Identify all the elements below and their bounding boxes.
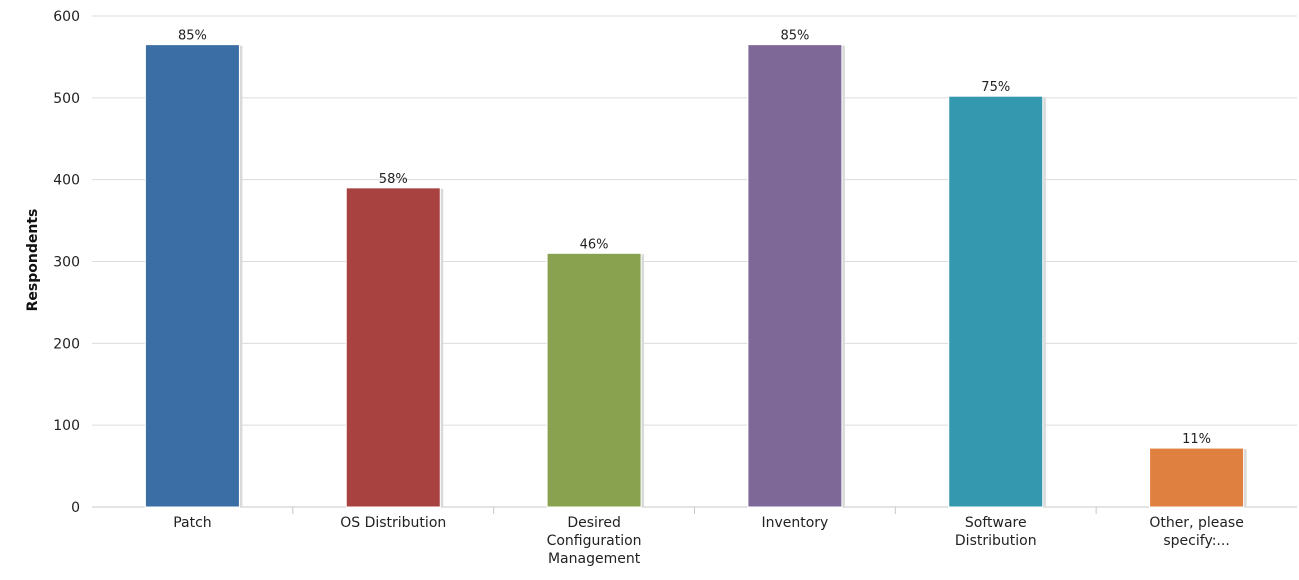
bar: [144, 44, 240, 508]
bar: [345, 187, 441, 508]
x-category-label-line: Software: [965, 515, 1027, 531]
y-tick-label: 500: [53, 91, 80, 107]
grid-lines: [92, 15, 1297, 508]
bar: [948, 95, 1044, 508]
x-category-label-line: Management: [548, 551, 641, 567]
x-category-label: Patch: [173, 515, 211, 531]
x-category-label: Software Distribution: [955, 515, 1037, 549]
data-label: 46%: [580, 237, 609, 252]
x-category-label-line: Patch: [173, 515, 211, 531]
y-tick-label: 400: [53, 173, 80, 189]
data-label: 11%: [1182, 432, 1211, 447]
data-label: 85%: [178, 29, 207, 44]
x-category-label-line: Inventory: [761, 515, 828, 531]
x-category-label-line: Desired: [567, 515, 621, 531]
data-labels: 85% 58% 46% 85% 75% 11%: [178, 29, 1211, 447]
bar: [546, 252, 642, 508]
data-label: 58%: [379, 172, 408, 187]
data-label: 75%: [981, 80, 1010, 95]
data-label: 85%: [780, 29, 809, 44]
bar: [747, 44, 843, 508]
y-axis-ticks: 0 100 200 300 400 500 600: [53, 9, 80, 516]
y-axis-title: Respondents: [25, 209, 41, 312]
y-tick-label: 0: [71, 500, 80, 516]
y-tick-label: 100: [53, 418, 80, 434]
x-axis: Patch OS Distribution Desired Configuration…: [173, 507, 1244, 567]
x-category-label-line: OS Distribution: [340, 515, 446, 531]
x-category-label-line: specify:...: [1163, 533, 1229, 549]
x-category-label-line: Distribution: [955, 533, 1037, 549]
x-category-label: Desired Configuration Management: [547, 515, 642, 567]
bar: [1149, 447, 1245, 508]
x-category-label: Other, please specify:...: [1149, 515, 1244, 549]
x-category-label: OS Distribution: [340, 515, 446, 531]
x-category-label-line: Configuration: [547, 533, 642, 549]
x-category-label-line: Other, please: [1149, 515, 1244, 531]
y-tick-label: 200: [53, 336, 80, 352]
bars: [144, 44, 1247, 508]
x-category-label: Inventory: [761, 515, 828, 531]
y-tick-label: 300: [53, 255, 80, 271]
y-tick-label: 600: [53, 9, 80, 25]
